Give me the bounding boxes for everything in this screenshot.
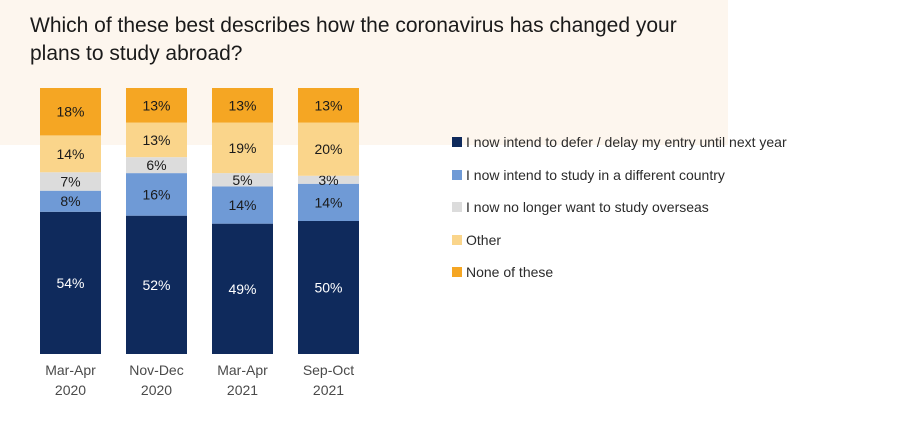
data-label-none-2: 13% bbox=[142, 97, 170, 113]
legend-label-different-country: I now intend to study in a different cou… bbox=[466, 166, 725, 183]
legend-label-defer: I now intend to defer / delay my entry u… bbox=[466, 134, 787, 150]
bar-segment-other-3 bbox=[212, 122, 273, 174]
bar-segment-other-2 bbox=[126, 122, 187, 158]
legend-label-none: None of these bbox=[466, 264, 554, 280]
legend-swatch-no-longer-overseas bbox=[452, 202, 462, 212]
x-tick-label-1-line-1: Mar-Apr bbox=[45, 362, 96, 378]
bar-segment-none-1 bbox=[40, 88, 101, 136]
data-label-different-country-2: 16% bbox=[142, 186, 170, 202]
legend-item-other: Other bbox=[452, 229, 892, 251]
legend-item-different-country: I now intend to study in a different cou… bbox=[452, 164, 892, 186]
x-tick-label-3-line-1: Mar-Apr bbox=[217, 362, 268, 378]
x-tick-label-4-line-1: Sep-Oct bbox=[303, 362, 354, 378]
data-label-none-4: 13% bbox=[314, 97, 342, 113]
legend-swatch-defer bbox=[452, 137, 462, 147]
data-label-other-3: 19% bbox=[228, 140, 256, 156]
legend-item-defer: I now intend to defer / delay my entry u… bbox=[452, 131, 892, 153]
bar-segment-no-longer-overseas-3 bbox=[212, 173, 273, 187]
bar-segment-different-country-4 bbox=[298, 183, 359, 221]
data-label-different-country-4: 14% bbox=[314, 194, 342, 210]
data-label-defer-3: 49% bbox=[228, 281, 256, 297]
data-label-different-country-1: 8% bbox=[60, 193, 80, 209]
bar-segment-no-longer-overseas-2 bbox=[126, 157, 187, 174]
legend-swatch-other bbox=[452, 234, 462, 245]
bar-segment-different-country-3 bbox=[212, 186, 273, 224]
bar-segment-other-4 bbox=[298, 122, 359, 176]
data-label-defer-4: 50% bbox=[314, 280, 342, 296]
bar-segment-defer-3 bbox=[212, 223, 273, 354]
bar-segment-different-country-2 bbox=[126, 173, 187, 216]
legend: I now intend to defer / delay my entry u… bbox=[452, 131, 892, 294]
data-label-none-1: 18% bbox=[56, 104, 84, 120]
title-band bbox=[0, 0, 728, 145]
legend-item-no-longer-overseas: I now no longer want to study overseas bbox=[452, 196, 892, 218]
bar-segment-no-longer-overseas-1 bbox=[40, 172, 101, 191]
data-label-different-country-3: 14% bbox=[228, 197, 256, 213]
legend-label-no-longer-overseas: I now no longer want to study overseas bbox=[466, 199, 709, 215]
data-label-defer-2: 52% bbox=[142, 277, 170, 293]
chart-title: Which of these best describes how the co… bbox=[30, 14, 677, 65]
data-label-none-3: 13% bbox=[228, 97, 256, 113]
bar-segment-different-country-1 bbox=[40, 190, 101, 212]
data-label-other-4: 20% bbox=[314, 141, 342, 157]
data-label-defer-1: 54% bbox=[56, 275, 84, 291]
data-label-no-longer-overseas-1: 7% bbox=[60, 173, 80, 189]
data-label-other-1: 14% bbox=[56, 146, 84, 162]
bar-segment-no-longer-overseas-4 bbox=[298, 175, 359, 184]
data-label-other-2: 13% bbox=[142, 132, 170, 148]
x-tick-label-3-line-2: 2021 bbox=[227, 382, 258, 398]
bar-segment-other-1 bbox=[40, 135, 101, 173]
bar-segment-none-4 bbox=[298, 88, 359, 123]
x-tick-label-2-line-1: Nov-Dec bbox=[129, 362, 183, 378]
legend-swatch-none bbox=[452, 267, 462, 277]
x-tick-label-1-line-2: 2020 bbox=[55, 382, 86, 398]
legend-swatch-different-country bbox=[452, 169, 462, 180]
bar-segment-defer-4 bbox=[298, 221, 359, 354]
x-tick-label-2-line-2: 2020 bbox=[141, 382, 172, 398]
x-tick-label-4-line-2: 2021 bbox=[313, 382, 344, 398]
bar-segment-defer-1 bbox=[40, 211, 101, 354]
data-label-no-longer-overseas-3: 5% bbox=[232, 172, 252, 188]
bar-segment-defer-2 bbox=[126, 215, 187, 354]
legend-label-other: Other bbox=[466, 231, 502, 248]
legend-item-none: None of these bbox=[452, 261, 892, 283]
bar-segment-none-2 bbox=[126, 88, 187, 123]
bar-segment-none-3 bbox=[212, 88, 273, 123]
data-label-no-longer-overseas-2: 6% bbox=[146, 157, 166, 173]
